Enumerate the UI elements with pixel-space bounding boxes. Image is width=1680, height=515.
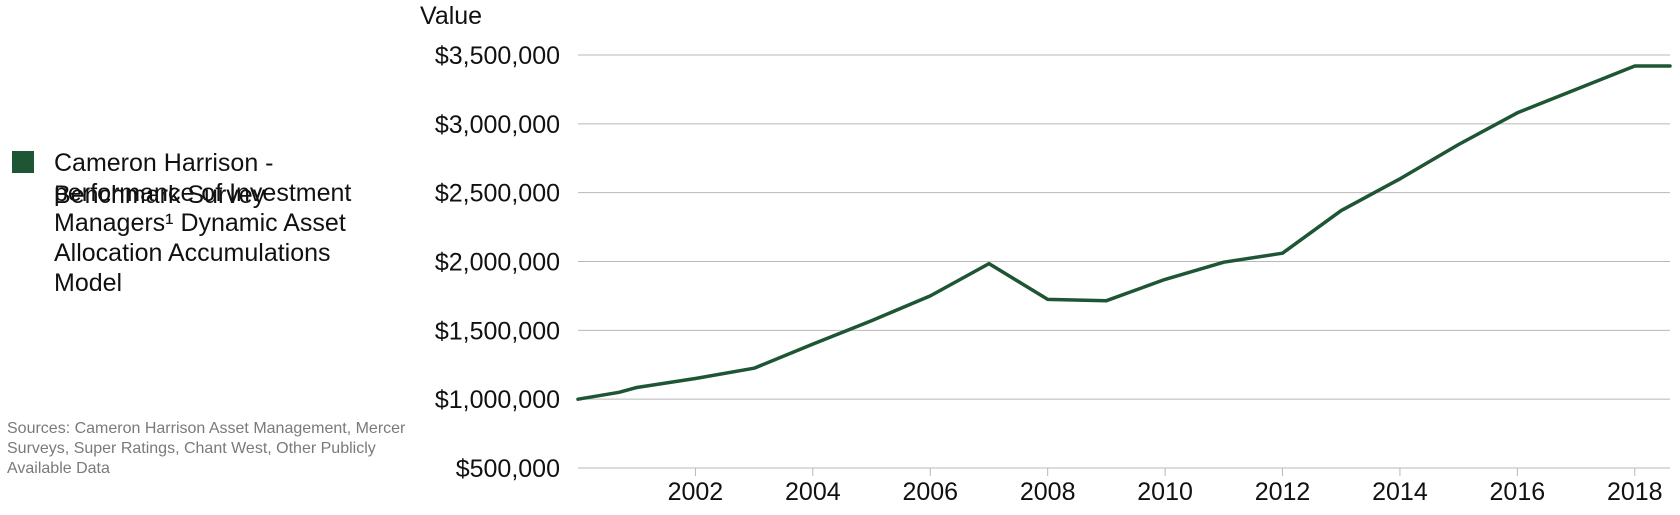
legend-item-series: Cameron Harrison - performance of Invest… <box>12 148 412 298</box>
x-tick-label: 2014 <box>1372 478 1428 506</box>
y-tick-label: $500,000 <box>456 455 560 483</box>
legend-benchmark-label: Benchmark Survey <box>54 181 266 209</box>
x-tick-label: 2012 <box>1255 478 1311 506</box>
x-tick-label: 2004 <box>785 478 841 506</box>
x-tick-label: 2010 <box>1137 478 1193 506</box>
x-tick-label: 2006 <box>902 478 958 506</box>
legend-series-label: Cameron Harrison - performance of Invest… <box>54 149 352 297</box>
x-tick-label: 2002 <box>668 478 724 506</box>
legend-swatch <box>12 151 34 173</box>
legend: Cameron Harrison - performance of Invest… <box>12 148 412 298</box>
series-line <box>576 64 1672 401</box>
y-tick-label: $2,000,000 <box>435 249 560 277</box>
sources-note: Sources: Cameron Harrison Asset Manageme… <box>7 420 406 477</box>
x-tick-label: 2016 <box>1490 478 1546 506</box>
y-axis-title: Value <box>420 2 483 30</box>
x-tick-label: 2008 <box>1020 478 1076 506</box>
y-tick-label: $3,000,000 <box>435 111 560 139</box>
y-tick-label: $1,500,000 <box>435 317 560 345</box>
y-tick-label: $3,500,000 <box>435 42 560 70</box>
y-tick-label: $1,000,000 <box>435 386 560 414</box>
x-tick-label: 2018 <box>1607 478 1663 506</box>
y-tick-label: $2,500,000 <box>435 180 560 208</box>
